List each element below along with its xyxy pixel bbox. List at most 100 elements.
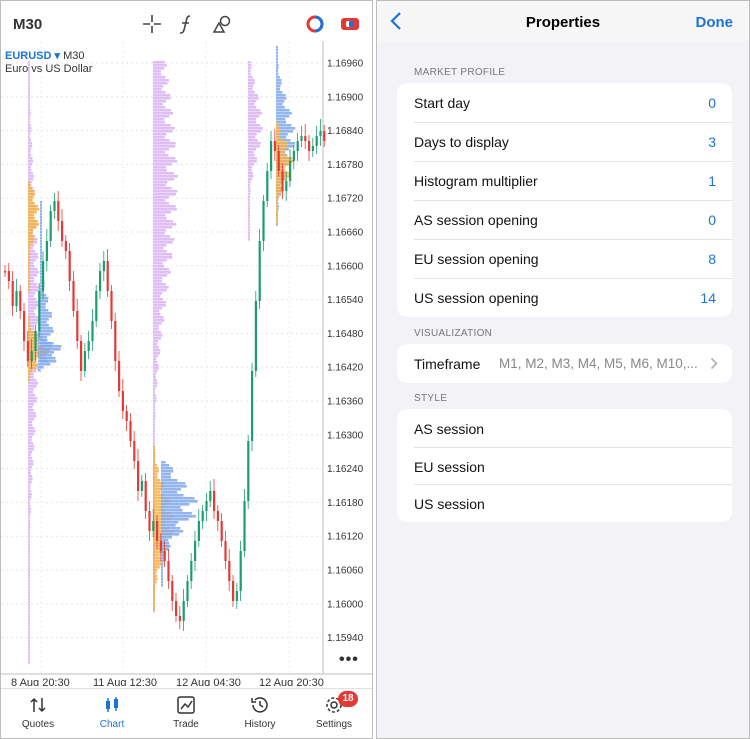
tab-settings[interactable]: 18 Settings: [297, 689, 371, 738]
link-icon[interactable]: [339, 13, 361, 35]
profile-bar: [28, 319, 30, 322]
more-icon[interactable]: •••: [339, 651, 359, 668]
candle-body: [251, 371, 254, 441]
profile-bar: [28, 253, 38, 256]
setting-row-eu-session-opening[interactable]: EU session opening 8: [397, 239, 732, 278]
profile-bar: [40, 279, 44, 282]
setting-label: US session opening: [414, 290, 539, 306]
candle-body: [42, 261, 45, 291]
function-icon[interactable]: [175, 13, 197, 35]
profile-bar: [161, 524, 176, 527]
profile-bar: [28, 448, 34, 451]
profile-bar: [161, 548, 170, 551]
profile-bar: [28, 91, 30, 94]
setting-value[interactable]: 1: [708, 173, 716, 189]
profile-bar: [28, 283, 38, 286]
profile-bar: [28, 508, 32, 511]
objects-icon[interactable]: [211, 13, 233, 35]
setting-row-start-day[interactable]: Start day 0: [397, 83, 732, 122]
candle-body: [213, 491, 216, 511]
profile-bar: [28, 307, 37, 310]
profile-bar: [153, 391, 156, 394]
profile-bar: [28, 262, 34, 265]
profile-bar: [40, 324, 49, 327]
setting-row-as-session-opening[interactable]: AS session opening 0: [397, 200, 732, 239]
setting-value[interactable]: 0: [708, 95, 716, 111]
profile-bar: [276, 49, 278, 52]
profile-bar: [153, 106, 166, 109]
profile-bar: [153, 563, 163, 566]
setting-row-days-to-display[interactable]: Days to display 3: [397, 122, 732, 161]
profile-bar: [28, 250, 36, 253]
profile-bar: [28, 244, 31, 247]
candle-body: [72, 281, 75, 311]
profile-bar: [38, 369, 41, 372]
tab-quotes[interactable]: Quotes: [1, 689, 75, 738]
profile-bar: [276, 130, 294, 133]
profile-bar: [153, 542, 165, 545]
profile-bar: [153, 133, 167, 136]
setting-row-as-session[interactable]: AS session: [397, 409, 732, 447]
profile-bar: [28, 229, 34, 232]
tab-trade[interactable]: Trade: [149, 689, 223, 738]
profile-bar: [153, 154, 169, 157]
price-chart[interactable]: 1.16960 1.16900 1.16840 1.16780 1.16720 1.166…: [1, 41, 372, 686]
profile-bar: [276, 136, 281, 139]
profile-bar: [153, 479, 161, 482]
tab-chart[interactable]: Chart: [75, 689, 149, 738]
profile-bar: [28, 205, 39, 208]
profile-bar: [28, 466, 32, 469]
symbol-label[interactable]: EURUSD ▾ M30: [5, 50, 85, 62]
setting-row-timeframe[interactable]: Timeframe M1, M2, M3, M4, M5, M6, M10,..…: [397, 344, 732, 383]
nav-bar: Properties Done: [377, 1, 749, 41]
profile-bar: [28, 499, 31, 502]
profile-bar: [28, 277, 30, 280]
profile-bar: [248, 157, 257, 160]
candle-body: [300, 136, 303, 141]
profile-bar: [153, 148, 170, 151]
profile-bar: [28, 487, 31, 490]
crosshair-icon[interactable]: [141, 13, 163, 35]
profile-bar: [28, 325, 35, 328]
candle-body: [197, 521, 200, 541]
profile-bar: [153, 433, 155, 436]
setting-value[interactable]: 3: [708, 134, 716, 150]
setting-row-eu-session[interactable]: EU session: [397, 446, 732, 485]
profile-bar: [153, 328, 159, 331]
profile-bar: [28, 109, 31, 112]
profile-bar: [28, 616, 30, 619]
profile-bar: [28, 280, 35, 283]
setting-value[interactable]: 14: [700, 290, 716, 306]
profile-bar: [28, 232, 33, 235]
timeframe-button[interactable]: M30: [13, 16, 43, 33]
profile-bar: [153, 415, 156, 418]
profile-bar: [28, 619, 30, 622]
ring-icon[interactable]: [304, 13, 326, 35]
candle-body: [243, 501, 246, 551]
setting-row-us-session[interactable]: US session: [397, 484, 732, 522]
setting-label: Start day: [414, 95, 471, 111]
profile-bar: [248, 235, 250, 238]
setting-row-histogram-multiplier[interactable]: Histogram multiplier 1: [397, 161, 732, 200]
profile-bar: [161, 560, 164, 563]
price-label: 1.15940: [327, 633, 364, 644]
profile-bar: [153, 229, 166, 232]
profile-bar: [28, 433, 35, 436]
tab-bar: Quotes Chart Trade History: [1, 688, 372, 738]
profile-bar: [28, 424, 33, 427]
profile-bar: [28, 403, 35, 406]
back-chevron-icon[interactable]: [389, 11, 403, 31]
profile-bar: [28, 286, 30, 289]
profile-bar: [28, 226, 37, 229]
profile-bar: [153, 400, 157, 403]
tab-history[interactable]: History: [223, 689, 297, 738]
setting-row-us-session-opening[interactable]: US session opening 14: [397, 278, 732, 317]
profile-bar: [153, 76, 166, 79]
setting-value[interactable]: 0: [708, 212, 716, 228]
candle-body: [281, 171, 284, 191]
done-button[interactable]: Done: [695, 14, 734, 31]
profile-bar: [28, 160, 34, 163]
setting-value[interactable]: 8: [708, 251, 716, 267]
profile-bar: [276, 199, 278, 202]
profile-bar: [28, 613, 30, 616]
